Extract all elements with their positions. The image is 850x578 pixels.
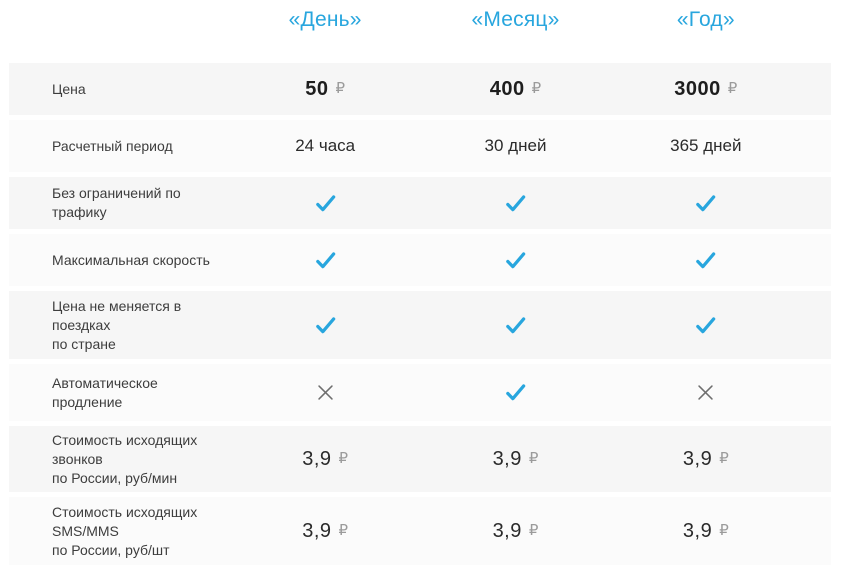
period-value: 365 дней — [670, 136, 742, 155]
table-row: Стоимость исходящих звонков по России, р… — [9, 426, 831, 492]
price-amount: 3,9 — [302, 447, 332, 470]
check-icon — [696, 316, 716, 333]
column-header-year: «Год» — [676, 8, 735, 31]
check-icon — [696, 251, 716, 268]
column-header-month: «Месяц» — [471, 8, 560, 31]
table-body: Цена 50 ₽400 ₽3000 ₽ Расчетный период 24 ча… — [9, 63, 831, 565]
value-cell — [230, 177, 420, 229]
value-cell — [420, 177, 610, 229]
price-amount: 50 — [305, 77, 329, 100]
table-row: Стоимость исходящих SMS/MMS по России, р… — [9, 497, 831, 565]
row-label: Стоимость исходящих звонков по России, р… — [52, 431, 198, 486]
price-amount: 400 — [489, 77, 525, 100]
value-cell: 3,9 ₽ — [611, 497, 801, 565]
value-cell — [611, 234, 801, 286]
value-cell — [230, 364, 420, 421]
check-icon — [506, 316, 526, 333]
value-cell: 365 дней — [611, 120, 801, 172]
ruble-sign: ₽ — [335, 79, 346, 97]
check-icon — [315, 316, 335, 333]
value-cell: 3,9 ₽ — [230, 426, 420, 492]
table-row: Автоматическое продление — [9, 364, 831, 421]
value-cell — [230, 291, 420, 359]
value-cell: 3,9 ₽ — [420, 426, 610, 492]
check-icon — [315, 251, 335, 268]
row-label: Стоимость исходящих SMS/MMS по России, р… — [52, 503, 198, 558]
value-cell: 3000 ₽ — [611, 63, 801, 115]
price-amount: 3000 — [674, 77, 721, 100]
check-icon — [315, 194, 335, 211]
price-amount: 3,9 — [492, 447, 522, 470]
row-label: Автоматическое продление — [52, 374, 158, 410]
price-amount: 3,9 — [682, 447, 713, 470]
price-amount: 3,9 — [302, 519, 332, 542]
ruble-sign: ₽ — [719, 449, 729, 467]
table-row: Расчетный период 24 часа 30 дней 365 дней — [9, 120, 831, 172]
value-cell — [611, 291, 801, 359]
ruble-sign: ₽ — [528, 521, 539, 539]
value-cell: 24 часа — [230, 120, 420, 172]
table-row: Цена 50 ₽400 ₽3000 ₽ — [9, 63, 831, 115]
ruble-sign: ₽ — [528, 449, 539, 467]
ruble-sign: ₽ — [531, 79, 542, 97]
ruble-sign: ₽ — [719, 521, 729, 539]
cross-icon — [317, 385, 333, 400]
value-cell: 3,9 ₽ — [611, 426, 801, 492]
value-cell — [420, 234, 610, 286]
table-header: «День» «Месяц» «Год» — [9, 0, 831, 63]
value-cell — [611, 177, 801, 229]
value-cell — [230, 234, 420, 286]
ruble-sign: ₽ — [727, 79, 738, 97]
value-cell: 400 ₽ — [420, 63, 610, 115]
check-icon — [506, 251, 526, 268]
value-cell — [611, 364, 801, 421]
value-cell — [420, 291, 610, 359]
row-label: Без ограничений по трафику — [52, 185, 181, 220]
period-value: 30 дней — [484, 136, 547, 155]
price-amount: 3,9 — [682, 519, 713, 542]
ruble-sign: ₽ — [338, 521, 349, 539]
table-row: Максимальная скорость — [9, 234, 831, 286]
check-icon — [506, 384, 526, 401]
value-cell: 30 дней — [420, 120, 610, 172]
value-cell: 3,9 ₽ — [420, 497, 610, 565]
header-spacer — [9, 7, 230, 63]
period-value: 24 часа — [295, 136, 356, 155]
row-label: Расчетный период — [52, 137, 173, 154]
table-row: Без ограничений по трафику — [9, 177, 831, 229]
row-label: Цена не меняется в поездках по стране — [52, 297, 182, 352]
tariff-comparison-table: «День» «Месяц» «Год» Цена 50 ₽400 ₽3000 ₽ Р… — [9, 0, 831, 565]
check-icon — [506, 194, 526, 211]
value-cell — [420, 364, 610, 421]
row-label: Максимальная скорость — [52, 251, 210, 268]
table-row: Цена не меняется в поездках по стране — [9, 291, 831, 359]
row-label: Цена — [52, 80, 86, 97]
price-amount: 3,9 — [492, 519, 522, 542]
ruble-sign: ₽ — [338, 449, 349, 467]
check-icon — [696, 194, 716, 211]
column-header-day: «День» — [288, 8, 362, 31]
value-cell: 3,9 ₽ — [230, 497, 420, 565]
cross-icon — [698, 385, 714, 400]
value-cell: 50 ₽ — [230, 63, 420, 115]
